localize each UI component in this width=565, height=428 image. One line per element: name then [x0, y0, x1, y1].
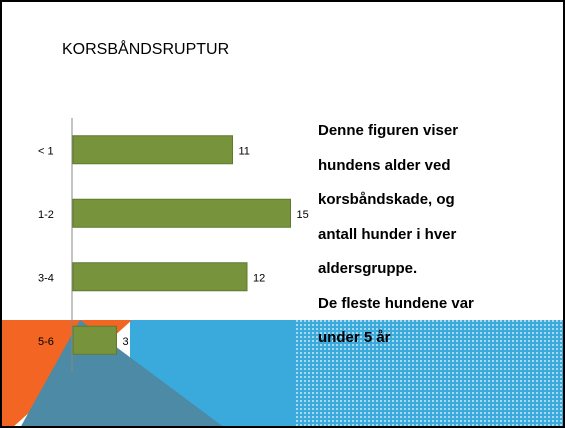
- note-line: antall hunder i hver: [318, 225, 457, 243]
- note-line: under 5 år: [318, 329, 391, 346]
- value-label: 11: [239, 146, 250, 158]
- y-tick-label: 5-6: [38, 336, 54, 348]
- note-line: korsbåndskade, og: [318, 191, 455, 208]
- y-tick-label: 3-4: [38, 273, 54, 285]
- value-label: 3: [123, 336, 129, 348]
- y-tick-label: 1-2: [38, 209, 54, 221]
- note-line: De fleste hundene var: [318, 294, 474, 312]
- bar: [72, 325, 117, 355]
- bar: [72, 198, 291, 228]
- decor-triangle: [20, 320, 225, 428]
- value-label: 12: [253, 273, 265, 285]
- note: Denne figuren viser hundens alder ved kors…: [318, 118, 558, 360]
- chart-title: KORSBÅNDSRUPTUR: [62, 39, 229, 58]
- decor-dots: [295, 320, 565, 428]
- y-tick-label: < 1: [38, 146, 54, 158]
- bar: [72, 135, 233, 165]
- note-line: hundens alder ved: [318, 156, 451, 174]
- bar: [72, 262, 248, 292]
- note-line: Denne figuren viser: [318, 122, 459, 139]
- value-label: 15: [297, 209, 309, 221]
- note-line: aldersgruppe.: [318, 260, 418, 277]
